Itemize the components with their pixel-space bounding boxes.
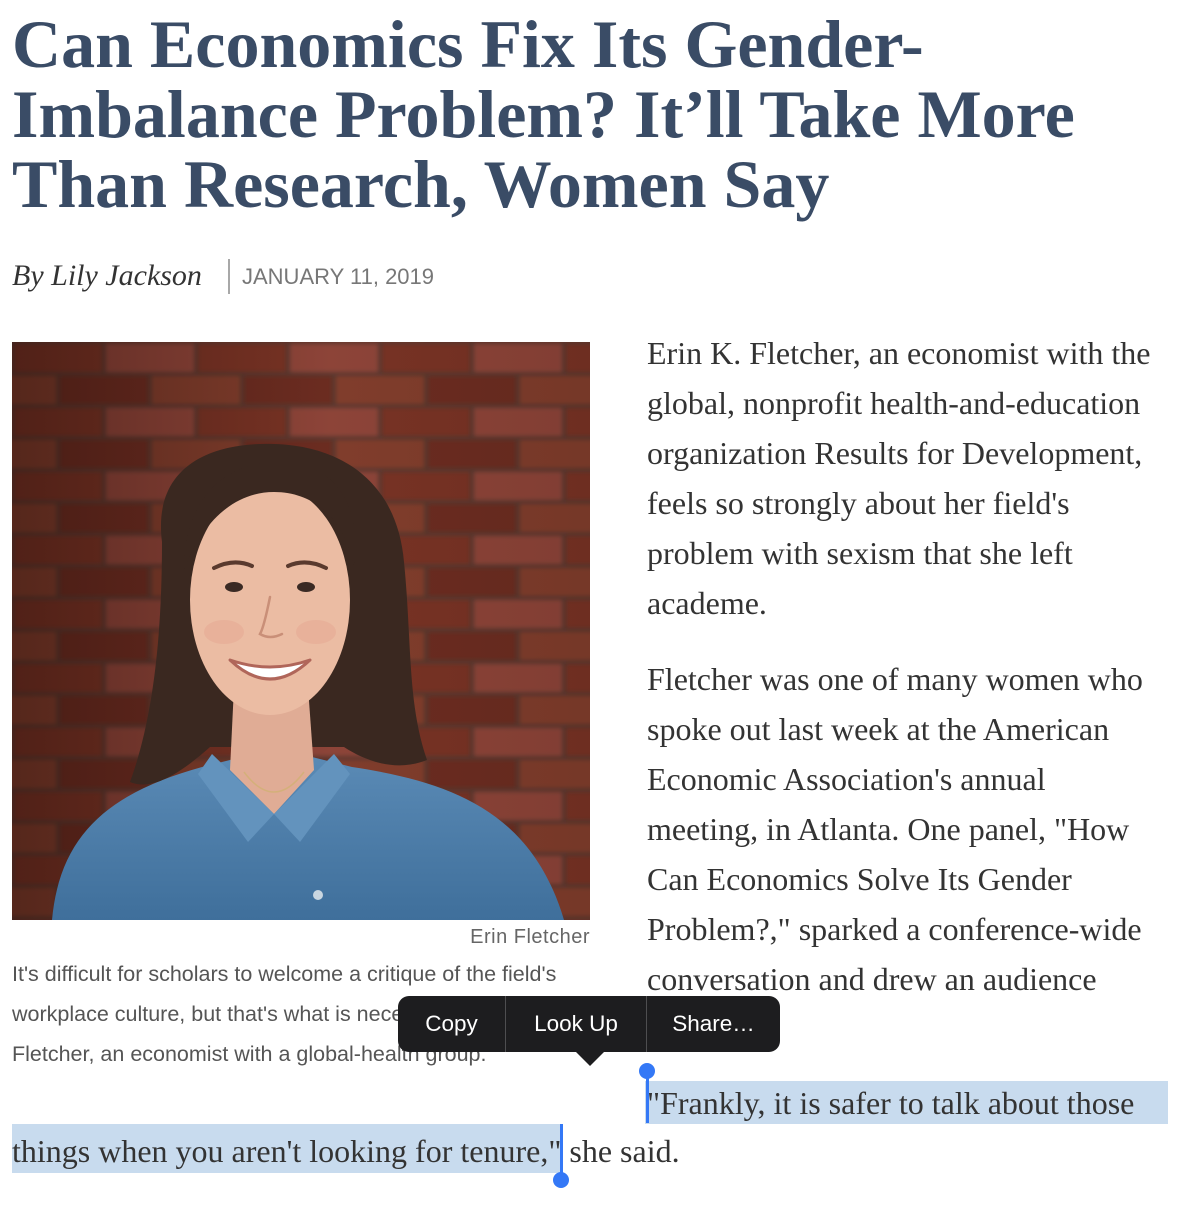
- body-line: Can Economics Solve Its Gender: [647, 861, 1072, 897]
- subject-shirt-button: [313, 890, 323, 900]
- article-headline: Can Economics Fix Its Gender- Imbalance …: [12, 9, 1075, 219]
- headline-line: Imbalance Problem? It’ll Take More: [12, 76, 1075, 152]
- quote-line-2: things when you aren't looking for tenur…: [12, 1124, 680, 1188]
- text-selection-menu: Copy Look Up Share…: [398, 996, 780, 1066]
- subject-collar-right: [274, 754, 350, 842]
- subject-smile: [228, 658, 312, 681]
- publish-date: JANUARY 11, 2019: [242, 264, 435, 289]
- subject-nose: [258, 595, 284, 639]
- caption-line: It's difficult for scholars to welcome a…: [12, 962, 557, 986]
- subject-shirt: [52, 757, 564, 920]
- menu-pointer-arrow: [576, 1052, 604, 1066]
- body-paragraph: Fletcher was one of many women who spoke…: [647, 654, 1182, 1004]
- body-line: academe.: [647, 585, 767, 621]
- body-line: Economic Association's annual: [647, 761, 1046, 797]
- selected-text-line-2[interactable]: things when you aren't looking for tenur…: [12, 1124, 562, 1173]
- selection-end-bar[interactable]: [559, 1124, 563, 1174]
- body-line: problem with sexism that she left: [647, 535, 1073, 571]
- body-line: feels so strongly about her field's: [647, 485, 1070, 521]
- headline-line: Than Research, Women Say: [12, 146, 830, 222]
- share-button[interactable]: Share…: [672, 1011, 755, 1036]
- body-line: Fletcher was one of many women who: [647, 661, 1143, 697]
- subject-necklace: [243, 771, 305, 793]
- look-up-button[interactable]: Look Up: [534, 1011, 618, 1036]
- byline-divider: [228, 259, 230, 294]
- selection-end-knob[interactable]: [553, 1172, 570, 1188]
- body-line: meeting, in Atlanta. One panel, "How: [647, 811, 1130, 847]
- menu-divider: [646, 996, 647, 1052]
- quote-text-line-1: "Frankly, it is safer to talk about thos…: [647, 1085, 1135, 1121]
- subject-eye-right: [297, 582, 315, 592]
- headline-line: Can Economics Fix Its Gender-: [12, 6, 924, 82]
- quote-attribution-text: she said.: [561, 1133, 680, 1169]
- article-body: Erin K. Fletcher, an economist with the …: [647, 328, 1182, 1004]
- subject-cheek-right: [296, 620, 336, 644]
- photo-subject: [52, 443, 564, 920]
- byline-author: By Lily Jackson: [12, 259, 202, 292]
- photo-credit: Erin Fletcher: [470, 926, 590, 948]
- subject-collar-left: [198, 754, 274, 842]
- selection-start-knob[interactable]: [639, 1063, 655, 1079]
- subject-cheek-left: [204, 620, 244, 644]
- body-line: Erin K. Fletcher, an economist with the: [647, 335, 1151, 371]
- article-photo: [12, 342, 590, 920]
- menu-divider: [505, 996, 506, 1052]
- subject-eyebrow-left: [212, 560, 254, 570]
- caption-line: workplace culture, but that's what is ne…: [12, 1002, 404, 1026]
- subject-neck: [230, 687, 314, 814]
- body-line: Problem?," sparked a conference-wide: [647, 911, 1142, 947]
- selected-text-line-1[interactable]: "Frankly, it is safer to talk about thos…: [639, 1063, 1168, 1124]
- subject-eyebrow-right: [286, 560, 328, 570]
- subject-hair-fringe: [184, 461, 356, 570]
- body-line: conversation and drew an audience: [647, 961, 1097, 997]
- subject-eye-left: [225, 582, 243, 592]
- body-line: organization Results for Development,: [647, 435, 1143, 471]
- selection-start-bar[interactable]: [645, 1071, 649, 1123]
- body-paragraph: Erin K. Fletcher, an economist with the …: [647, 328, 1182, 628]
- body-line: global, nonprofit health-and-education: [647, 385, 1141, 421]
- copy-button[interactable]: Copy: [425, 1011, 478, 1036]
- body-line: spoke out last week at the American: [647, 711, 1110, 747]
